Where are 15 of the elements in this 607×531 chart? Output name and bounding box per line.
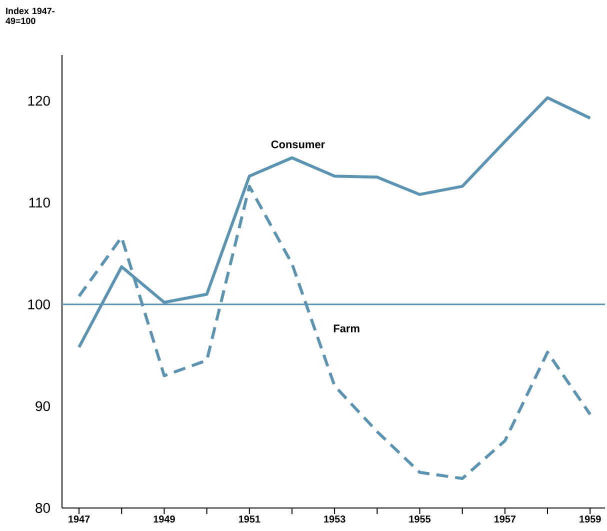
x-tick-label: 1951 [238, 516, 260, 523]
x-tick-label: 1949 [154, 516, 175, 523]
y-axis-title: Index 1947-49=100 [6, 8, 54, 24]
x-tick-label: 1955 [409, 516, 431, 523]
y-tick-label: 120 [28, 96, 50, 106]
y-tick-label: 80 [36, 503, 50, 513]
series-label: Consumer [271, 140, 325, 148]
y-tick-label: 110 [29, 198, 50, 208]
x-tick-label: 1947 [68, 516, 90, 523]
x-tick-label: 1953 [324, 516, 346, 523]
x-tick-label: 1957 [494, 516, 516, 523]
y-tick-label: 100 [28, 299, 50, 310]
x-tick-label: 1959 [580, 516, 601, 523]
series-label: Farm [334, 324, 360, 332]
y-tick-label: 90 [36, 401, 50, 412]
